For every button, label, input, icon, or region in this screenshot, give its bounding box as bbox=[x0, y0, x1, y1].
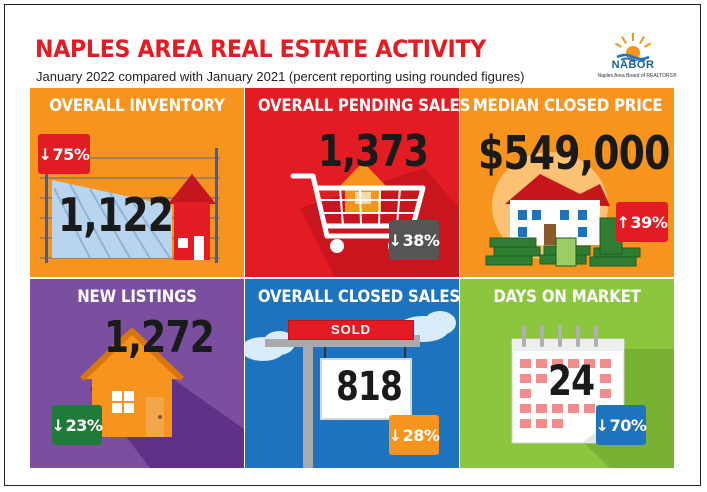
page-title: NAPLES AREA REAL ESTATE ACTIVITY bbox=[35, 35, 487, 63]
value-new-listings: 1,272 bbox=[104, 312, 215, 363]
logo-tagline: Naples Area Board of REALTORS® bbox=[597, 73, 677, 79]
sunburst-icon bbox=[614, 33, 652, 63]
tile-title-overall-inventory: OVERALL INVENTORY bbox=[49, 96, 225, 116]
tile-title-days-on-market: DAYS ON MARKET bbox=[493, 287, 641, 307]
arrow-down-icon: ↓ bbox=[388, 230, 402, 250]
arrow-down-icon: ↓ bbox=[38, 144, 52, 164]
tile-new-listings bbox=[30, 279, 244, 468]
value-overall-closed-sales: 818 bbox=[336, 364, 403, 410]
tile-title-overall-closed-sales: OVERALL CLOSED SALES bbox=[257, 287, 461, 307]
badge-overall-pending-sales: ↓ 38% bbox=[388, 220, 440, 260]
badge-overall-closed-sales: ↓ 28% bbox=[388, 415, 440, 455]
arrow-down-icon: ↓ bbox=[388, 425, 402, 445]
page-subtitle: January 2022 compared with January 2021 … bbox=[36, 69, 525, 84]
value-days-on-market: 24 bbox=[548, 356, 595, 405]
house-bar-chart-icon bbox=[30, 88, 244, 277]
arrow-down-icon: ↓ bbox=[51, 415, 65, 435]
tile-title-median-closed-price: MEDIAN CLOSED PRICE bbox=[472, 96, 663, 116]
value-overall-inventory: 1,122 bbox=[58, 188, 174, 242]
logo-name: NABOR bbox=[611, 59, 655, 71]
arrow-down-icon: ↓ bbox=[595, 415, 609, 435]
badge-new-listings: ↓ 23% bbox=[51, 405, 103, 445]
nabor-logo: NABOR Naples Area Board of REALTORS® bbox=[597, 31, 677, 89]
sold-sign-label: SOLD bbox=[288, 320, 414, 340]
tile-overall-inventory bbox=[30, 88, 244, 277]
badge-days-on-market: ↓ 70% bbox=[595, 405, 647, 445]
value-overall-pending-sales: 1,373 bbox=[318, 126, 429, 177]
badge-median-closed-price: ↑ 39% bbox=[616, 202, 668, 242]
value-median-closed-price: $549,000 bbox=[478, 126, 670, 180]
tile-title-overall-pending-sales: OVERALL PENDING SALES bbox=[257, 96, 471, 116]
badge-overall-inventory: ↓ 75% bbox=[38, 134, 90, 174]
tile-median-closed-price bbox=[460, 88, 674, 277]
house-money-icon bbox=[460, 88, 674, 277]
arrow-up-icon: ↑ bbox=[616, 212, 630, 232]
house-icon bbox=[30, 279, 244, 468]
tile-title-new-listings: NEW LISTINGS bbox=[77, 287, 197, 307]
